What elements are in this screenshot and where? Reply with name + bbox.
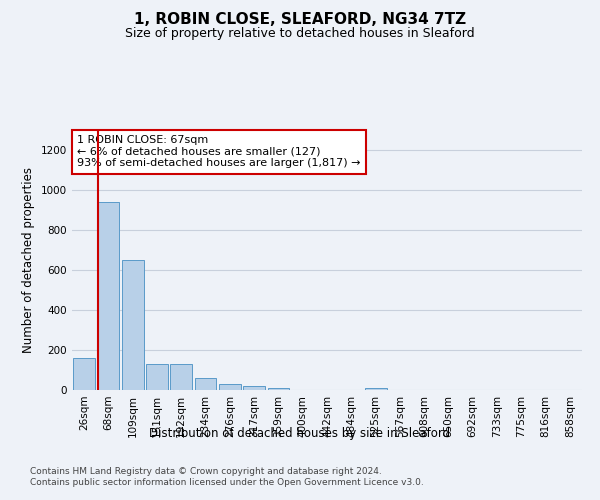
Bar — [97, 202, 119, 390]
Bar — [146, 364, 168, 390]
Text: 1 ROBIN CLOSE: 67sqm
← 6% of detached houses are smaller (127)
93% of semi-detac: 1 ROBIN CLOSE: 67sqm ← 6% of detached ho… — [77, 135, 361, 168]
Bar — [122, 260, 143, 390]
Y-axis label: Number of detached properties: Number of detached properties — [22, 167, 35, 353]
Bar — [194, 378, 217, 390]
Text: 1, ROBIN CLOSE, SLEAFORD, NG34 7TZ: 1, ROBIN CLOSE, SLEAFORD, NG34 7TZ — [134, 12, 466, 28]
Bar — [170, 364, 192, 390]
Bar — [243, 386, 265, 390]
Bar — [365, 388, 386, 390]
Text: Distribution of detached houses by size in Sleaford: Distribution of detached houses by size … — [149, 428, 451, 440]
Bar — [219, 384, 241, 390]
Text: Contains HM Land Registry data © Crown copyright and database right 2024.
Contai: Contains HM Land Registry data © Crown c… — [30, 468, 424, 487]
Bar — [268, 388, 289, 390]
Text: Size of property relative to detached houses in Sleaford: Size of property relative to detached ho… — [125, 28, 475, 40]
Bar — [73, 358, 95, 390]
